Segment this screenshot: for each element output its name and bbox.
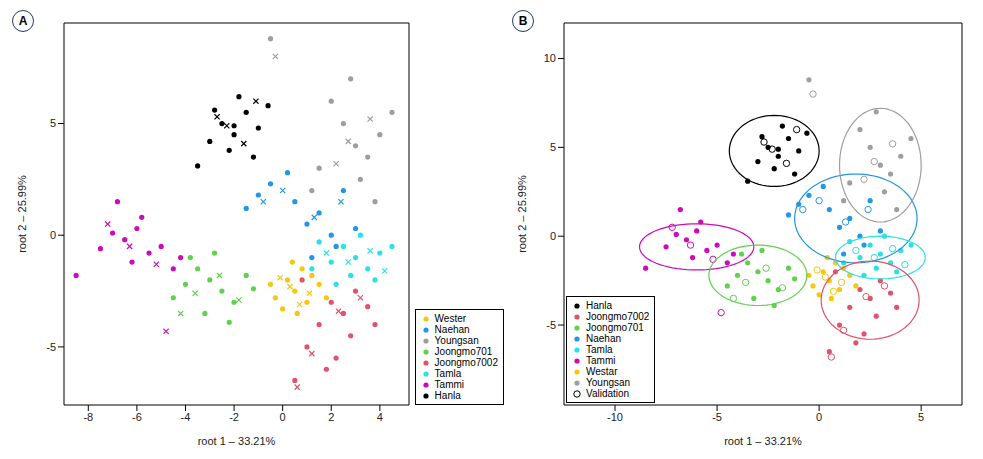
svg-text:4: 4 [377, 411, 383, 423]
svg-text:0: 0 [50, 229, 56, 241]
html-text:Hanla: Hanla [434, 390, 461, 401]
svg-text:-6: -6 [132, 411, 142, 423]
html-text:Tamla: Tamla [434, 368, 462, 379]
svg-text:-10: -10 [607, 411, 623, 423]
html-text:Hanla: Hanla [586, 300, 613, 311]
html-text:Validation: Validation [586, 388, 630, 399]
html-text:Naehan: Naehan [434, 324, 470, 335]
svg-text:5: 5 [550, 141, 556, 153]
svg-text:0: 0 [550, 230, 556, 242]
html-text:Youngsan: Youngsan [586, 377, 631, 388]
html-text:Joongmo701: Joongmo701 [586, 322, 644, 333]
html-text:A: A [18, 14, 28, 28]
svg-text:-5: -5 [46, 341, 56, 353]
html-text:Tamla: Tamla [586, 344, 613, 355]
svg-text:root 1 – 33.21%: root 1 – 33.21% [198, 435, 276, 447]
html-text:Wester: Wester [434, 313, 467, 324]
html-text:Youngsan: Youngsan [434, 335, 479, 346]
html-text:Joongmo7002: Joongmo7002 [434, 357, 498, 368]
svg-text:root 2 – 25.99%: root 2 – 25.99% [16, 175, 28, 253]
svg-text:-5: -5 [546, 319, 556, 331]
svg-text:-4: -4 [181, 411, 191, 423]
svg-text:-8: -8 [83, 411, 93, 423]
svg-text:5: 5 [918, 411, 924, 423]
svg-text:5: 5 [50, 117, 56, 129]
html-text:Tammi: Tammi [434, 379, 465, 390]
svg-text:0: 0 [280, 411, 286, 423]
html-text:Naehan: Naehan [586, 333, 621, 344]
svg-text:root 2 – 25.99%: root 2 – 25.99% [516, 175, 528, 253]
svg-text:2: 2 [328, 411, 334, 423]
html-text:Joongmo701: Joongmo701 [434, 346, 493, 357]
svg-text:10: 10 [544, 52, 556, 64]
svg-text:0: 0 [816, 411, 822, 423]
html-text:Westar: Westar [586, 366, 618, 377]
html-text:Tammi: Tammi [586, 355, 616, 366]
svg-text:-5: -5 [712, 411, 722, 423]
html-text:Joongmo7002: Joongmo7002 [586, 311, 650, 322]
html-text:B: B [518, 14, 528, 28]
svg-text:-2: -2 [229, 411, 239, 423]
svg-text:root 1 – 33.21%: root 1 – 33.21% [724, 435, 802, 447]
